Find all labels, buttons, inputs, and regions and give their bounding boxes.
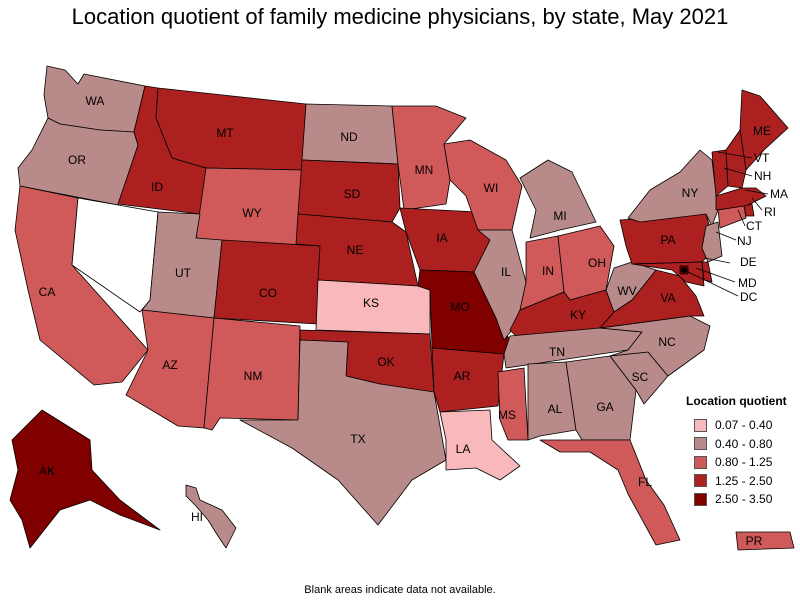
state-label-nm: NM — [244, 369, 263, 383]
legend-item: 0.80 - 1.25 — [686, 453, 787, 472]
state-ks — [315, 279, 431, 335]
state-label-ky: KY — [570, 308, 586, 322]
legend-swatch — [694, 492, 707, 506]
legend-title: Location quotient — [686, 394, 787, 408]
state-label-ct: CT — [746, 219, 763, 233]
legend-label: 2.50 - 3.50 — [715, 492, 773, 507]
state-fl — [539, 439, 681, 546]
state-label-az: AZ — [162, 358, 177, 372]
state-label-nj: NJ — [737, 234, 752, 248]
state-label-ia: IA — [436, 231, 447, 245]
state-label-ok: OK — [377, 355, 394, 369]
state-label-ut: UT — [175, 266, 192, 280]
state-label-nh: NH — [754, 169, 771, 183]
state-label-la: LA — [456, 442, 471, 456]
state-label-tn: TN — [549, 345, 565, 359]
state-al — [527, 361, 577, 441]
dc-marker — [681, 267, 687, 273]
state-sd — [297, 159, 401, 223]
state-ak — [9, 409, 161, 549]
state-label-fl: FL — [638, 475, 652, 489]
legend-item: 2.50 - 3.50 — [686, 490, 787, 509]
state-nm — [203, 317, 301, 431]
state-label-tx: TX — [350, 432, 365, 446]
state-label-ga: GA — [596, 400, 613, 414]
legend-item: 0.40 - 0.80 — [686, 435, 787, 454]
state-label-ks: KS — [363, 296, 379, 310]
state-label-pr: PR — [746, 534, 763, 548]
legend-item: 1.25 - 2.50 — [686, 472, 787, 491]
state-label-il: IL — [501, 265, 511, 279]
legend: Location quotient 0.07 - 0.40 0.40 - 0.80… — [686, 394, 787, 509]
state-label-md: MD — [738, 276, 757, 290]
legend-label: 1.25 - 2.50 — [715, 473, 773, 488]
state-label-or: OR — [68, 153, 86, 167]
state-label-de: DE — [740, 255, 757, 269]
state-ct — [717, 205, 747, 229]
state-label-ak: AK — [39, 464, 55, 478]
legend-swatch — [694, 474, 707, 488]
state-label-ar: AR — [454, 369, 471, 383]
state-label-vt: VT — [754, 151, 770, 165]
state-label-wv: WV — [617, 284, 636, 298]
state-ma — [715, 187, 767, 211]
state-label-oh: OH — [588, 256, 606, 270]
state-label-nd: ND — [340, 130, 358, 144]
state-label-ny: NY — [682, 186, 699, 200]
state-nc — [599, 315, 711, 377]
state-label-me: ME — [753, 124, 771, 138]
state-mi — [519, 159, 597, 239]
state-label-co: CO — [259, 286, 277, 300]
state-ms — [497, 367, 529, 441]
state-il — [473, 229, 527, 341]
state-label-dc: DC — [740, 290, 758, 304]
state-label-id: ID — [151, 180, 163, 194]
state-label-pa: PA — [660, 233, 675, 247]
legend-item: 0.07 - 0.40 — [686, 416, 787, 435]
state-la — [439, 409, 521, 481]
state-label-ca: CA — [39, 285, 56, 299]
state-pr — [735, 531, 795, 551]
state-label-mo: MO — [450, 300, 469, 314]
legend-swatch — [694, 437, 707, 451]
state-label-ne: NE — [347, 243, 364, 257]
map-title: Location quotient of family medicine phy… — [71, 4, 729, 29]
legend-swatch — [694, 455, 707, 469]
state-label-ms: MS — [498, 408, 516, 422]
state-ar — [431, 347, 505, 413]
state-label-wy: WY — [242, 206, 261, 220]
state-label-sc: SC — [632, 370, 649, 384]
state-label-mi: MI — [553, 209, 566, 223]
state-label-sd: SD — [344, 187, 361, 201]
state-co — [213, 239, 321, 325]
legend-swatch — [694, 418, 707, 432]
state-label-wi: WI — [484, 181, 499, 195]
state-label-va: VA — [660, 291, 675, 305]
state-label-wa: WA — [86, 94, 105, 108]
state-label-in: IN — [542, 264, 554, 278]
state-label-mn: MN — [415, 163, 434, 177]
state-hi — [185, 484, 237, 549]
footnote: Blank areas indicate data not available. — [304, 584, 496, 596]
legend-label: 0.80 - 1.25 — [715, 455, 773, 470]
state-label-mt: MT — [216, 126, 234, 140]
state-label-al: AL — [548, 402, 563, 416]
legend-label: 0.40 - 0.80 — [715, 436, 773, 451]
state-label-ma: MA — [770, 187, 788, 201]
state-label-ri: RI — [764, 205, 776, 219]
state-label-hi: HI — [191, 510, 203, 524]
state-label-nc: NC — [658, 335, 676, 349]
state-nh — [725, 129, 747, 189]
legend-label: 0.07 - 0.40 — [715, 418, 773, 433]
